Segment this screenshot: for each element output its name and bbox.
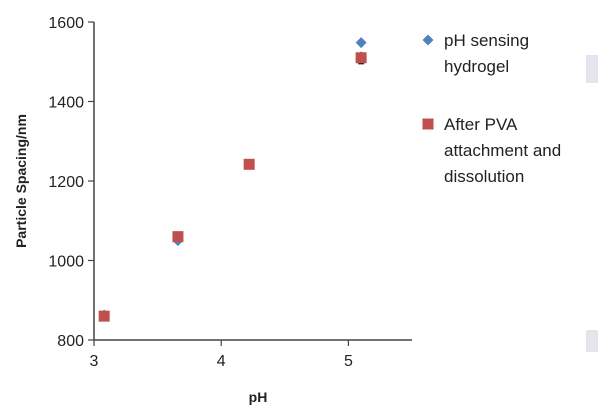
legend-label: hydrogel xyxy=(444,57,509,76)
y-tick-label: 1200 xyxy=(48,174,84,191)
data-point-series-2 xyxy=(243,158,255,170)
y-tick-label: 800 xyxy=(57,333,84,350)
legend: pH sensing hydrogel After PVA attachment an… xyxy=(422,31,561,186)
x-axis-ticks: 3 4 5 xyxy=(90,340,353,370)
legend-marker-series-1 xyxy=(422,34,434,46)
data-point-series-2 xyxy=(98,310,110,322)
data-point-series-1 xyxy=(355,37,367,49)
x-axis-title: pH xyxy=(249,389,268,405)
data-markers xyxy=(98,37,367,322)
decorative-background-shape xyxy=(586,55,598,83)
plot-area: 800 1000 1200 1400 1600 3 4 5 xyxy=(48,15,412,370)
legend-marker-series-2 xyxy=(422,118,434,130)
legend-label: After PVA xyxy=(444,115,518,134)
legend-label: dissolution xyxy=(444,167,524,186)
y-tick-label: 1000 xyxy=(48,254,84,271)
y-axis-title: Particle Spacing/nm xyxy=(13,114,29,248)
decorative-background-shape xyxy=(586,330,598,352)
x-tick-label: 4 xyxy=(217,353,226,370)
y-tick-label: 1600 xyxy=(48,15,84,32)
data-point-series-2 xyxy=(172,231,184,243)
x-tick-label: 5 xyxy=(344,353,353,370)
legend-label: attachment and xyxy=(444,141,561,160)
x-tick-label: 3 xyxy=(90,353,99,370)
legend-label: pH sensing xyxy=(444,31,529,50)
data-point-series-2 xyxy=(355,52,367,64)
y-tick-label: 1400 xyxy=(48,95,84,112)
y-axis-ticks: 800 1000 1200 1400 1600 xyxy=(48,15,94,350)
